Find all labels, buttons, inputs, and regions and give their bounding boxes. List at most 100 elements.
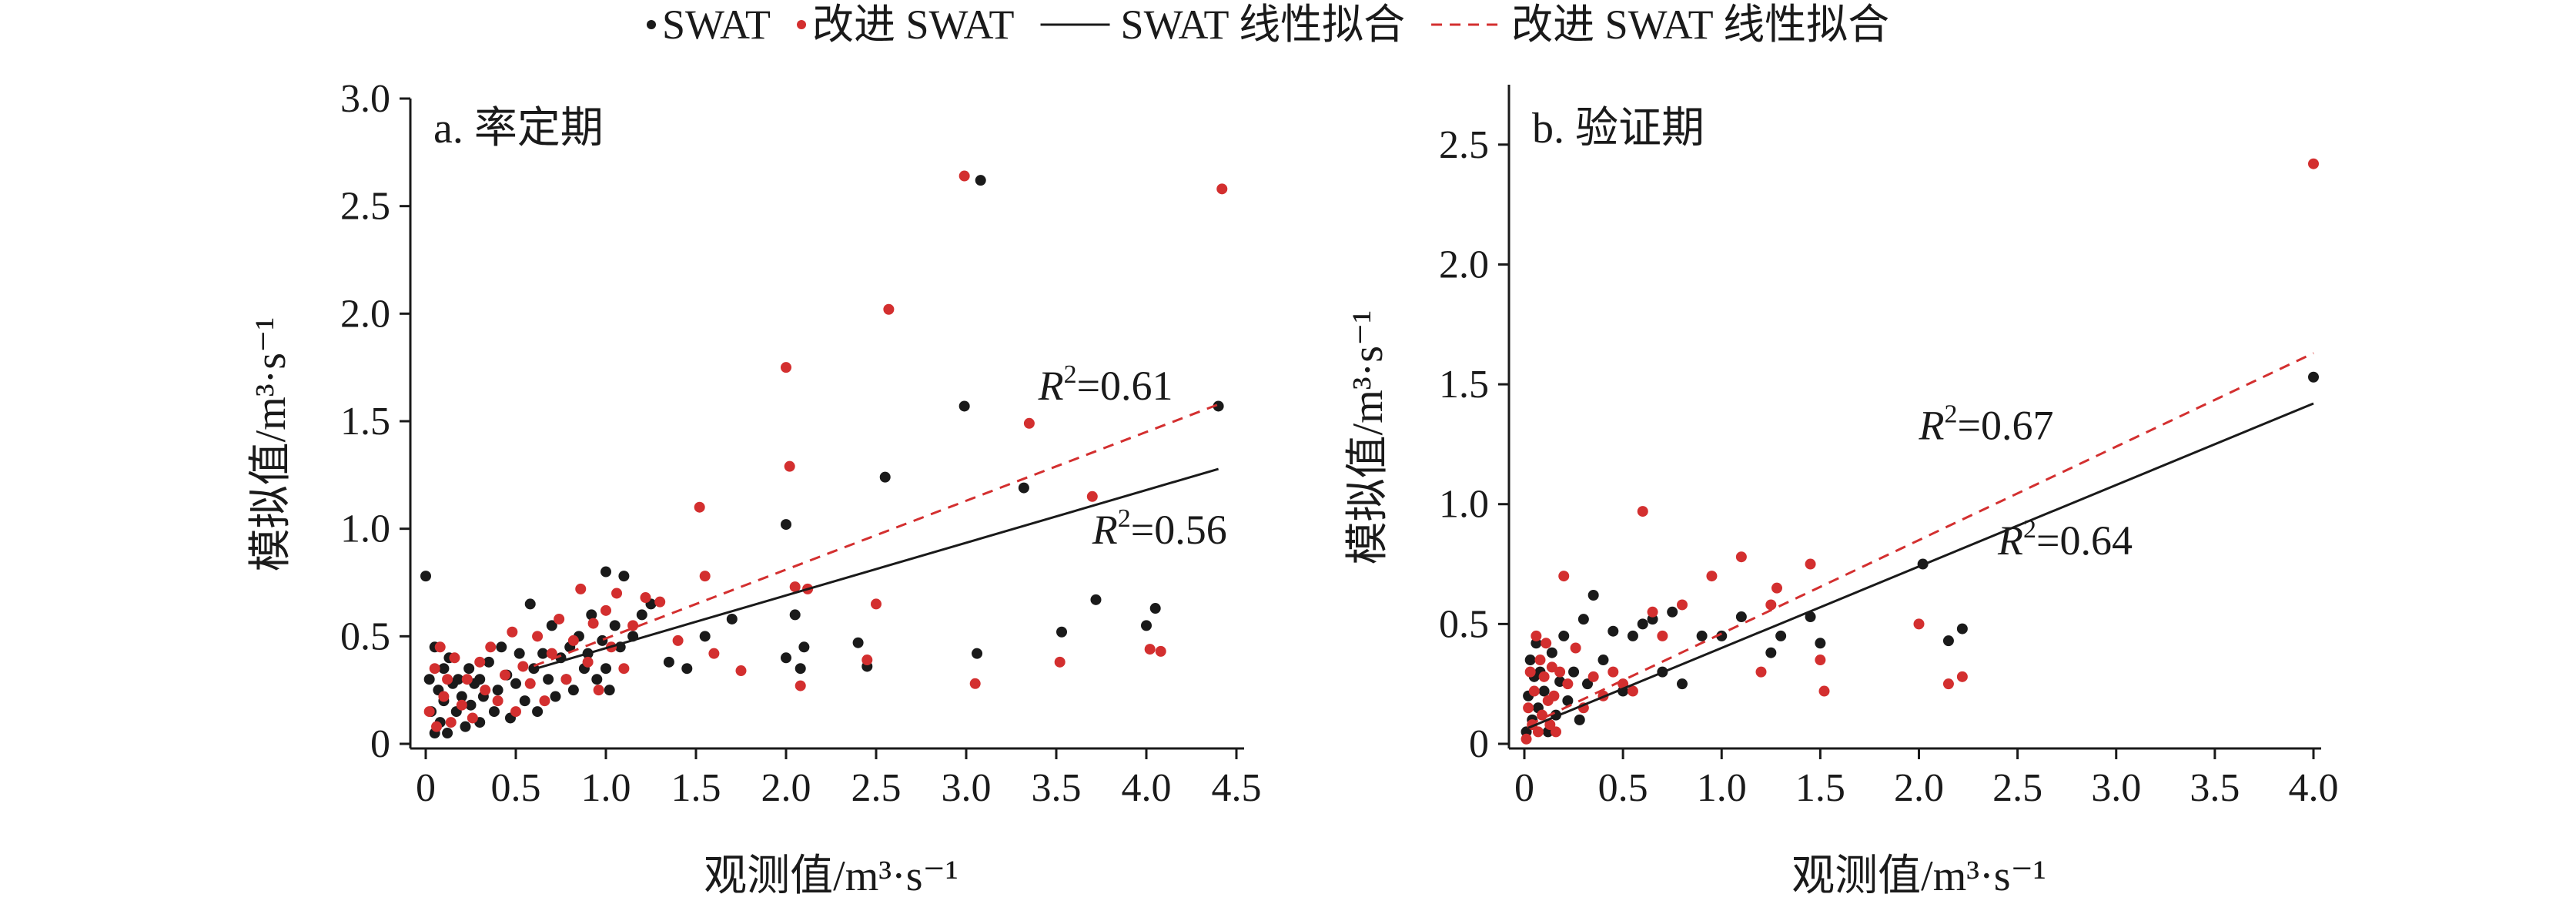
data-point-improved [1023,417,1035,429]
data-point-improved [1755,666,1767,678]
data-point-improved [492,695,503,707]
data-point-swat [1587,590,1599,601]
data-point-swat [1597,655,1609,666]
data-point-improved [1815,655,1826,666]
data-point-improved [1771,582,1782,594]
x-tick-label: 1.5 [1795,766,1845,810]
data-point-improved [795,680,806,691]
data-point-swat [524,598,536,610]
fit-line-swat [533,467,1219,671]
data-point-swat [510,678,521,689]
data-point-swat [465,699,477,711]
r2-annotation-swat: R2=0.64 [1997,515,2133,564]
x-tick-label: 0.5 [491,766,541,810]
data-point-swat [1582,678,1593,690]
y-tick-label: 0 [1469,722,1489,766]
data-point-swat [1524,655,1536,666]
data-point-improved [567,634,579,646]
y-tick-label: 1.0 [340,507,390,551]
y-tick-label: 2.0 [340,292,390,336]
data-point-swat [972,648,983,659]
data-point-improved [1558,571,1570,582]
data-point-improved [539,695,550,707]
series-swat [420,175,1224,739]
data-point-improved [1534,655,1546,666]
data-point-improved [546,648,557,659]
data-point-swat [1677,678,1688,690]
data-point-improved [431,721,443,732]
data-point-swat [423,674,435,685]
data-point-improved [871,598,882,610]
data-point-swat [460,721,471,732]
x-tick-label: 3.5 [1032,766,1082,810]
data-point-swat [879,471,891,483]
legend-improved_points-label: 改进 SWAT [812,2,1015,48]
fit-line-improved [533,403,1219,668]
x-tick-label: 1.0 [581,766,631,810]
data-point-improved [861,655,873,666]
data-point-improved [423,706,435,718]
data-point-swat [474,674,486,685]
legend-swat_points-marker [647,20,656,29]
data-point-improved [1538,671,1550,682]
data-point-swat [1956,623,1968,634]
data-point-improved [1818,685,1830,697]
data-point-improved [708,648,720,659]
x-tick-label: 2.0 [761,766,811,810]
data-point-improved [1562,678,1574,690]
data-point-improved [1546,661,1557,673]
legend-improved_fit-label: 改进 SWAT 线性拟合 [1511,2,1889,48]
y-tick-label: 0.5 [340,614,390,658]
fit-line-swat [1527,402,2314,729]
data-point-swat [496,641,507,653]
data-point-improved [593,685,604,696]
data-point-swat [438,663,450,675]
x-axis-title: 观测值/m³·s⁻¹ [704,852,958,900]
data-point-improved [507,626,518,638]
data-point-swat [483,656,494,668]
data-point-improved [1216,183,1228,195]
x-tick-label: 3.0 [942,766,992,810]
data-point-swat [781,652,791,664]
data-point-swat [546,620,557,631]
x-tick-label: 0.5 [1598,766,1648,810]
data-point-improved [1524,666,1536,678]
data-point-swat [798,641,810,653]
data-point-swat [1942,635,1954,647]
data-point-improved [640,592,651,604]
y-tick-label: 2.5 [1439,123,1489,167]
data-point-swat [609,620,621,631]
data-point-improved [438,691,450,702]
r2-annotation-improved: R2=0.61 [1038,360,1173,409]
data-point-improved [587,618,599,629]
data-point-improved [699,571,711,582]
data-point-improved [1706,571,1718,582]
x-tick-label: 3.0 [2091,766,2141,810]
x-tick-label: 0 [416,766,436,810]
data-point-improved [449,652,460,664]
y-axis-title: 模拟值/m³·s⁻¹ [1344,310,1392,565]
data-point-swat [1716,630,1728,641]
data-point-improved [517,661,529,672]
data-point-improved [560,674,572,685]
data-point-improved [1523,702,1534,714]
data-point-swat [1577,614,1589,625]
data-point-swat [1149,603,1161,614]
data-point-swat [519,695,530,707]
series-swat [1521,371,2319,738]
data-point-improved [1637,506,1648,517]
data-point-improved [654,596,666,608]
y-tick-label: 1.0 [1439,483,1489,527]
data-point-swat [420,571,431,582]
data-point-improved [627,620,639,631]
data-point-improved [883,303,895,315]
data-point-swat [1805,611,1816,623]
panel-a-calibration: 0 0.5 1.0 1.5 2.0 2.5 3.0 3.5 4.0 4.5 0 0.5 1.0 1.5 2.… [247,77,1262,900]
data-point-swat [1735,611,1747,623]
data-point-swat [604,685,615,696]
data-point-improved [1677,599,1688,611]
data-point-improved [672,634,684,646]
x-axis-title: 观测值/m³·s⁻¹ [1791,852,2046,900]
data-point-swat [488,706,500,718]
data-point-swat [789,609,801,621]
